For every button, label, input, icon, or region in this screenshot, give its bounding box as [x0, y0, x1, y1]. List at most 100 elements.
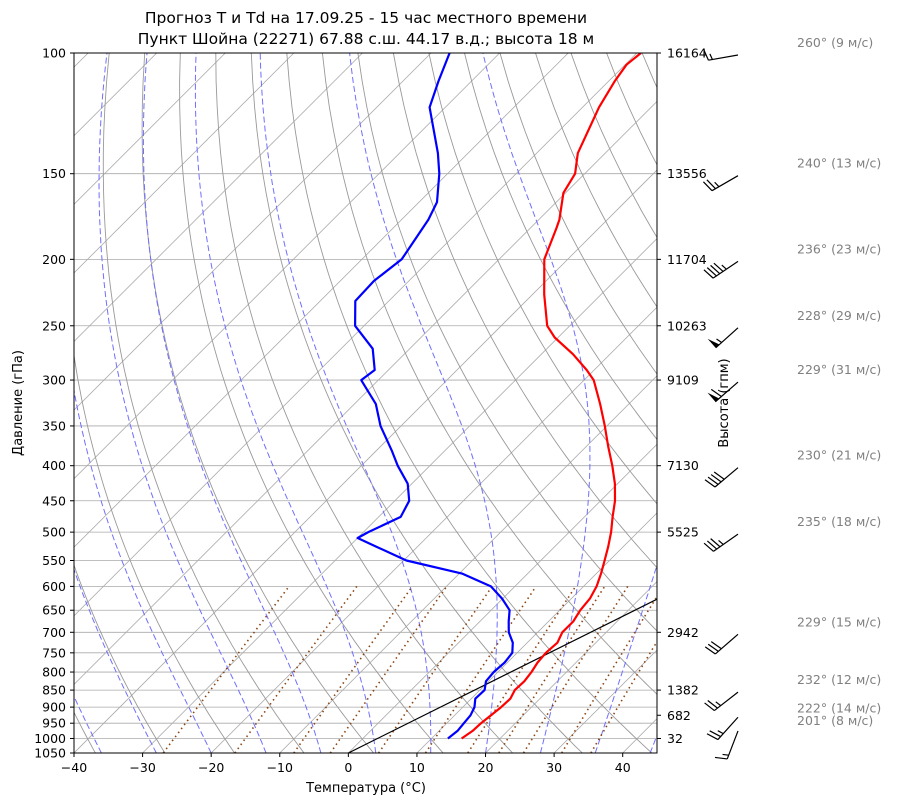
wind-barb-staff [713, 533, 739, 552]
wind-label: 260° (9 м/с) [797, 35, 873, 50]
y-tick-label: 700 [42, 625, 66, 640]
isotherm-line [210, 306, 657, 753]
mixing-ratio-line [329, 585, 448, 753]
y-tick-label: 1000 [34, 731, 66, 746]
moist-adiabat [98, 53, 267, 753]
y-tick-label: 600 [42, 579, 66, 594]
height-tick-label: 9109 [667, 373, 699, 388]
dry-adiabat [250, 53, 583, 753]
isotherm-line [74, 169, 657, 753]
dry-adiabat [179, 53, 444, 753]
mixing-ratio-line [522, 585, 629, 753]
x-tick-label: 40 [615, 760, 631, 775]
mixing-ratio-line [561, 595, 657, 753]
mixing-ratio-line [293, 585, 414, 753]
y-tick-label: 900 [42, 700, 66, 715]
wind-barb-staff [726, 730, 739, 760]
isotherm-line [348, 443, 657, 753]
wind-barb-half-feather [709, 53, 713, 60]
height-tick-label: 16164 [667, 46, 707, 61]
dry-adiabat [464, 53, 657, 441]
wind-barb-staff [714, 381, 739, 403]
moist-adiabat [142, 53, 322, 753]
mixing-ratio-line [590, 639, 657, 753]
mixing-ratio-line [424, 585, 537, 753]
moist-adiabat [594, 563, 657, 753]
wind-barb-feather [706, 267, 717, 277]
height-tick-label: 32 [667, 731, 683, 746]
y-tick-label: 500 [42, 525, 66, 540]
wind-barb-staff [714, 467, 739, 488]
dry-adiabat [499, 53, 657, 375]
wind-barb-feather [713, 262, 724, 272]
x-tick-label: −10 [267, 760, 293, 775]
y-tick-label: 750 [42, 645, 66, 660]
y-tick-label: 450 [42, 493, 66, 508]
dry-adiabat [891, 53, 900, 753]
wind-barb-feather [713, 471, 725, 480]
wind-label: 222° (14 м/с) [797, 700, 881, 715]
moist-adiabat [74, 695, 102, 753]
moist-adiabat [482, 53, 591, 753]
dry-adiabat [357, 53, 657, 632]
dry-adiabat [74, 53, 235, 753]
height-tick-label: 2942 [667, 625, 699, 640]
x-tick-label: 20 [478, 760, 494, 775]
wind-barb-staff [711, 175, 739, 192]
wind-barb-half-feather [721, 264, 727, 270]
y-tick-label: 1050 [34, 746, 66, 761]
height-tick-label: 5525 [667, 525, 699, 540]
height-tick-label: 11704 [667, 252, 707, 267]
isotherm-line [485, 580, 657, 753]
mixing-ratio-line [498, 585, 606, 753]
height-tick-label: 1382 [667, 683, 699, 698]
wind-barb-feather [706, 179, 716, 190]
moist-adiabat [74, 387, 212, 753]
wind-barb-staff [708, 54, 739, 61]
chart-title-line2: Пункт Шойна (22271) 67.88 с.ш. 44.17 в.д… [137, 30, 595, 48]
wind-barb [714, 730, 739, 760]
wind-barb-feather [704, 646, 716, 655]
wind-barb [702, 48, 739, 61]
wind-barb [704, 633, 739, 655]
wind-barb-pennant [707, 338, 720, 348]
wind-barb [707, 381, 739, 403]
wind-barb-feather [709, 730, 721, 738]
wind-barb-feather [707, 700, 718, 709]
dry-adiabat [102, 53, 305, 753]
isotherm-line [416, 512, 657, 753]
height-tick-label: 682 [667, 708, 691, 723]
wind-barb-half-feather [716, 338, 722, 343]
wind-barb-feather [702, 48, 710, 61]
wind-barb-feather [710, 264, 721, 275]
wind-barb-feather [706, 733, 719, 741]
isotherm-line [74, 100, 657, 685]
wind-barb-feather [704, 479, 716, 488]
wind-label: 229° (15 м/с) [797, 614, 881, 629]
wind-barb [703, 533, 739, 552]
isotherm-line [74, 53, 226, 205]
wind-barb-feather [710, 641, 722, 650]
y-tick-label: 350 [42, 418, 66, 433]
height-tick-label: 13556 [667, 166, 707, 181]
wind-barb [703, 260, 739, 279]
wind-barb-staff [714, 633, 739, 655]
wind-barb-feather [702, 181, 713, 192]
wind-barb-feather [704, 702, 715, 712]
wind-barb-staff [715, 327, 739, 349]
dry-adiabat [286, 53, 653, 753]
y-tick-label: 400 [42, 458, 66, 473]
wind-barb-feather [710, 538, 721, 548]
height-tick-label: 7130 [667, 458, 699, 473]
chart-title-line1: Прогноз T и Td на 17.09.25 - 15 час мест… [144, 9, 588, 27]
wind-barb-feather [703, 542, 714, 552]
x-tick-label: −40 [61, 760, 87, 775]
dry-adiabat [74, 563, 166, 753]
wind-barb-half-feather [717, 730, 724, 735]
isotherm-line [74, 53, 500, 480]
y-tick-label: 850 [42, 683, 66, 698]
wind-barb-half-feather [722, 753, 729, 756]
y-tick-label: 150 [42, 166, 66, 181]
wind-barb-feather [707, 476, 719, 485]
